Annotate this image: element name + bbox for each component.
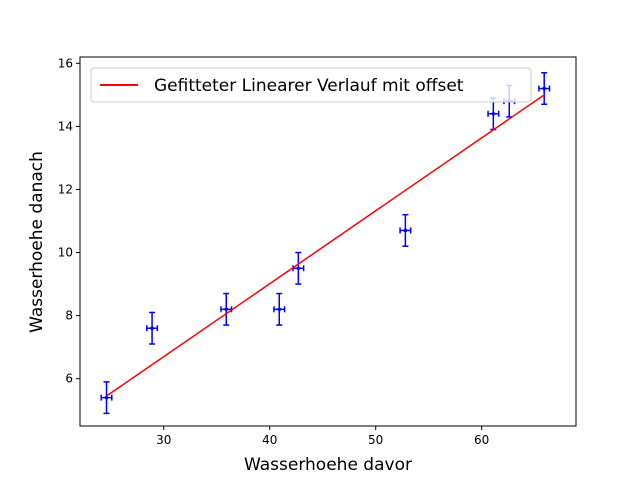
y-tick-label: 8 — [65, 309, 73, 323]
y-tick-label: 6 — [65, 372, 73, 386]
ticks-layer: 30 40 50 60 6 8 10 12 14 16 — [58, 56, 490, 447]
legend: Gefitteter Linearer Verlauf mit offset — [90, 67, 532, 103]
y-tick-label: 16 — [58, 56, 73, 70]
data-point — [538, 72, 551, 106]
x-tick-label: 50 — [368, 433, 383, 447]
x-tick-label: 60 — [474, 433, 489, 447]
point-marker — [224, 307, 229, 312]
legend-box — [90, 67, 532, 103]
plot-frame — [79, 56, 577, 427]
data-point — [146, 311, 159, 345]
data-point — [220, 292, 233, 326]
data-point — [399, 213, 412, 247]
x-tick-label: 40 — [262, 433, 277, 447]
y-tick-label: 12 — [58, 182, 73, 196]
y-axis-label: Wasserhoehe danach — [27, 151, 47, 333]
data-point — [100, 381, 113, 415]
legend-entry-fit: Gefitteter Linearer Verlauf mit offset — [154, 76, 464, 96]
point-marker — [277, 307, 282, 312]
fit-line — [106, 94, 545, 397]
y-tick-label: 10 — [58, 246, 73, 260]
data-point — [292, 251, 305, 285]
point-marker — [296, 266, 301, 271]
data-point — [273, 292, 286, 326]
point-marker — [150, 326, 154, 331]
y-tick-label: 14 — [58, 119, 73, 133]
point-marker — [403, 228, 408, 233]
x-axis-label: Wasserhoehe davor — [244, 455, 412, 475]
point-marker — [542, 86, 547, 91]
plot-background — [80, 57, 576, 426]
x-tick-label: 30 — [156, 433, 171, 447]
point-marker — [491, 111, 496, 116]
point-marker — [104, 395, 109, 400]
